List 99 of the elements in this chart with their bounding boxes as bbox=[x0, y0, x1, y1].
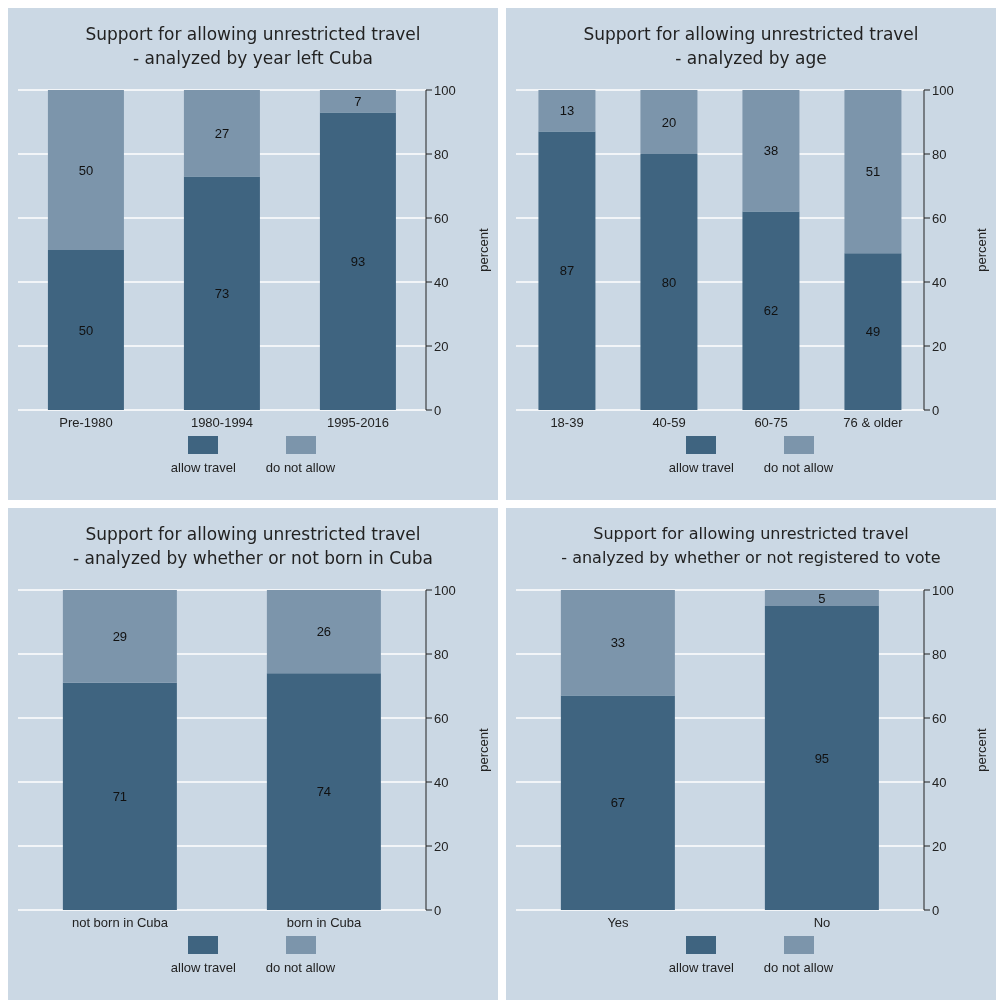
bar bbox=[640, 154, 698, 410]
data-label: 50 bbox=[78, 162, 94, 178]
data-label: 62 bbox=[763, 303, 779, 319]
bar bbox=[538, 131, 596, 410]
data-label: 20 bbox=[661, 114, 677, 130]
bar bbox=[47, 250, 124, 410]
x-tick-label: 60-75 bbox=[754, 415, 788, 431]
y-tick-label: 20 bbox=[434, 338, 449, 354]
bar bbox=[183, 176, 260, 410]
y-tick-label: 60 bbox=[434, 710, 449, 726]
y-axis-title: percent bbox=[475, 227, 491, 272]
data-label: 71 bbox=[112, 789, 128, 805]
data-label: 29 bbox=[112, 629, 128, 645]
data-label: 33 bbox=[610, 635, 626, 651]
data-label: 7 bbox=[354, 93, 362, 109]
data-label: 49 bbox=[865, 324, 881, 340]
data-label: 80 bbox=[661, 274, 677, 290]
data-label: 5 bbox=[818, 590, 826, 606]
bar bbox=[640, 90, 698, 154]
y-tick-label: 20 bbox=[932, 338, 947, 354]
bar bbox=[183, 90, 260, 177]
x-tick-label: 40-59 bbox=[652, 415, 686, 431]
x-tick-label: 76 & older bbox=[843, 415, 904, 431]
y-tick-label: 60 bbox=[932, 710, 947, 726]
chart-title: Support for allowing unrestricted travel bbox=[84, 23, 422, 46]
data-label: 95 bbox=[814, 750, 830, 766]
data-label: 73 bbox=[214, 285, 230, 301]
legend-label: do not allow bbox=[265, 960, 336, 975]
data-label: 38 bbox=[763, 143, 779, 159]
y-tick-label: 40 bbox=[434, 774, 449, 790]
y-tick-label: 60 bbox=[434, 210, 449, 226]
x-tick-label: No bbox=[813, 915, 831, 931]
bar bbox=[844, 90, 902, 254]
chart-title: Support for allowing unrestricted travel bbox=[84, 523, 422, 546]
x-tick-label: 18-39 bbox=[550, 415, 584, 431]
x-tick-label: Pre-1980 bbox=[59, 415, 113, 431]
legend-label: do not allow bbox=[763, 960, 834, 975]
bar bbox=[47, 90, 124, 250]
data-label: 26 bbox=[316, 624, 332, 640]
y-tick-label: 20 bbox=[932, 838, 947, 854]
y-tick-label: 100 bbox=[434, 582, 456, 598]
bar bbox=[319, 90, 396, 113]
bar bbox=[560, 590, 675, 696]
x-tick-label: born in Cuba bbox=[286, 915, 362, 931]
y-tick-label: 80 bbox=[932, 146, 947, 162]
y-tick-label: 40 bbox=[932, 274, 947, 290]
y-axis-title: percent bbox=[973, 227, 989, 272]
bar bbox=[62, 590, 177, 683]
data-label: 51 bbox=[865, 164, 881, 180]
y-tick-label: 100 bbox=[434, 82, 456, 98]
y-tick-label: 60 bbox=[932, 210, 947, 226]
chart-title: Support for allowing unrestricted travel bbox=[582, 23, 920, 46]
y-tick-label: 0 bbox=[932, 402, 940, 418]
chart-subtitle: - analyzed by whether or not born in Cuba bbox=[71, 547, 434, 570]
bar bbox=[844, 253, 902, 410]
chart-subtitle: - analyzed by year left Cuba bbox=[132, 47, 374, 70]
legend-label: allow travel bbox=[170, 460, 236, 475]
legend-label: allow travel bbox=[170, 960, 236, 975]
y-tick-label: 80 bbox=[434, 646, 449, 662]
bar bbox=[764, 606, 879, 910]
data-label: 87 bbox=[559, 263, 575, 279]
y-tick-label: 40 bbox=[932, 774, 947, 790]
y-tick-label: 20 bbox=[434, 838, 449, 854]
y-tick-label: 100 bbox=[932, 582, 954, 598]
y-axis-title: percent bbox=[973, 727, 989, 772]
data-label: 27 bbox=[214, 125, 230, 141]
x-tick-label: 1995-2016 bbox=[326, 415, 390, 431]
legend-label: do not allow bbox=[265, 460, 336, 475]
y-tick-label: 40 bbox=[434, 274, 449, 290]
y-tick-label: 100 bbox=[932, 82, 954, 98]
chart-title: Support for allowing unrestricted travel bbox=[592, 523, 910, 545]
y-tick-label: 80 bbox=[434, 146, 449, 162]
data-label: 67 bbox=[610, 795, 626, 811]
legend-label: allow travel bbox=[668, 460, 734, 475]
y-tick-label: 80 bbox=[932, 646, 947, 662]
data-label: 93 bbox=[350, 253, 366, 269]
bar bbox=[319, 112, 396, 410]
bar bbox=[538, 90, 596, 132]
y-axis-title: percent bbox=[475, 727, 491, 772]
y-tick-label: 0 bbox=[932, 902, 940, 918]
data-label: 13 bbox=[559, 103, 575, 119]
legend-label: allow travel bbox=[668, 960, 734, 975]
bar bbox=[764, 590, 879, 606]
y-tick-label: 0 bbox=[434, 902, 442, 918]
data-label: 74 bbox=[316, 784, 332, 800]
bar bbox=[742, 90, 800, 212]
chart-subtitle: - analyzed by age bbox=[674, 47, 828, 70]
bar bbox=[266, 590, 381, 674]
y-tick-label: 0 bbox=[434, 402, 442, 418]
x-tick-label: 1980-1994 bbox=[190, 415, 254, 431]
x-tick-label: Yes bbox=[607, 915, 630, 931]
chart-subtitle: - analyzed by whether or not registered to vote bbox=[560, 547, 942, 569]
bar bbox=[742, 211, 800, 410]
bar bbox=[266, 673, 381, 910]
legend-label: do not allow bbox=[763, 460, 834, 475]
bar bbox=[62, 682, 177, 910]
x-tick-label: not born in Cuba bbox=[71, 915, 169, 931]
data-label: 50 bbox=[78, 322, 94, 338]
bar bbox=[560, 695, 675, 910]
